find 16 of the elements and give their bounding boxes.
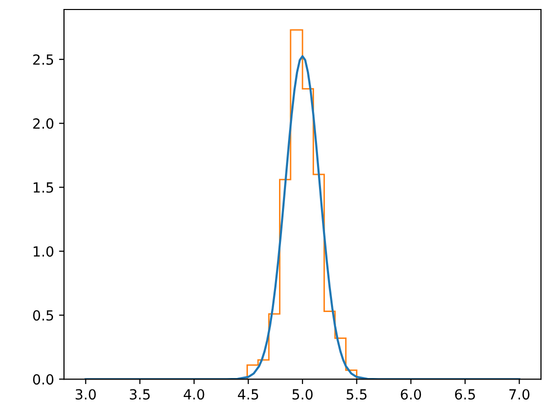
y-tick-label: 2.0 [33,118,54,129]
y-tick-label: 1.5 [34,182,54,193]
y-tick-label: 1.0 [34,246,54,257]
y-tick-label: 2.5 [33,54,54,65]
y-tick-label: 0.5 [33,310,54,321]
x-tick-label: 6.5 [455,389,475,400]
x-tick-label: 3.0 [76,389,96,400]
x-tick-label: 6.0 [400,389,422,400]
x-tick-label: 5.0 [292,389,313,400]
x-tick-label: 5.5 [346,389,367,400]
x-tick-label: 3.5 [130,389,150,400]
line-series [84,55,520,380]
x-tick-label: 7.0 [509,389,530,400]
x-tick-label: 4.0 [184,389,204,400]
y-tick-label: 0.0 [33,374,54,385]
x-tick-label: 4.5 [238,389,258,400]
